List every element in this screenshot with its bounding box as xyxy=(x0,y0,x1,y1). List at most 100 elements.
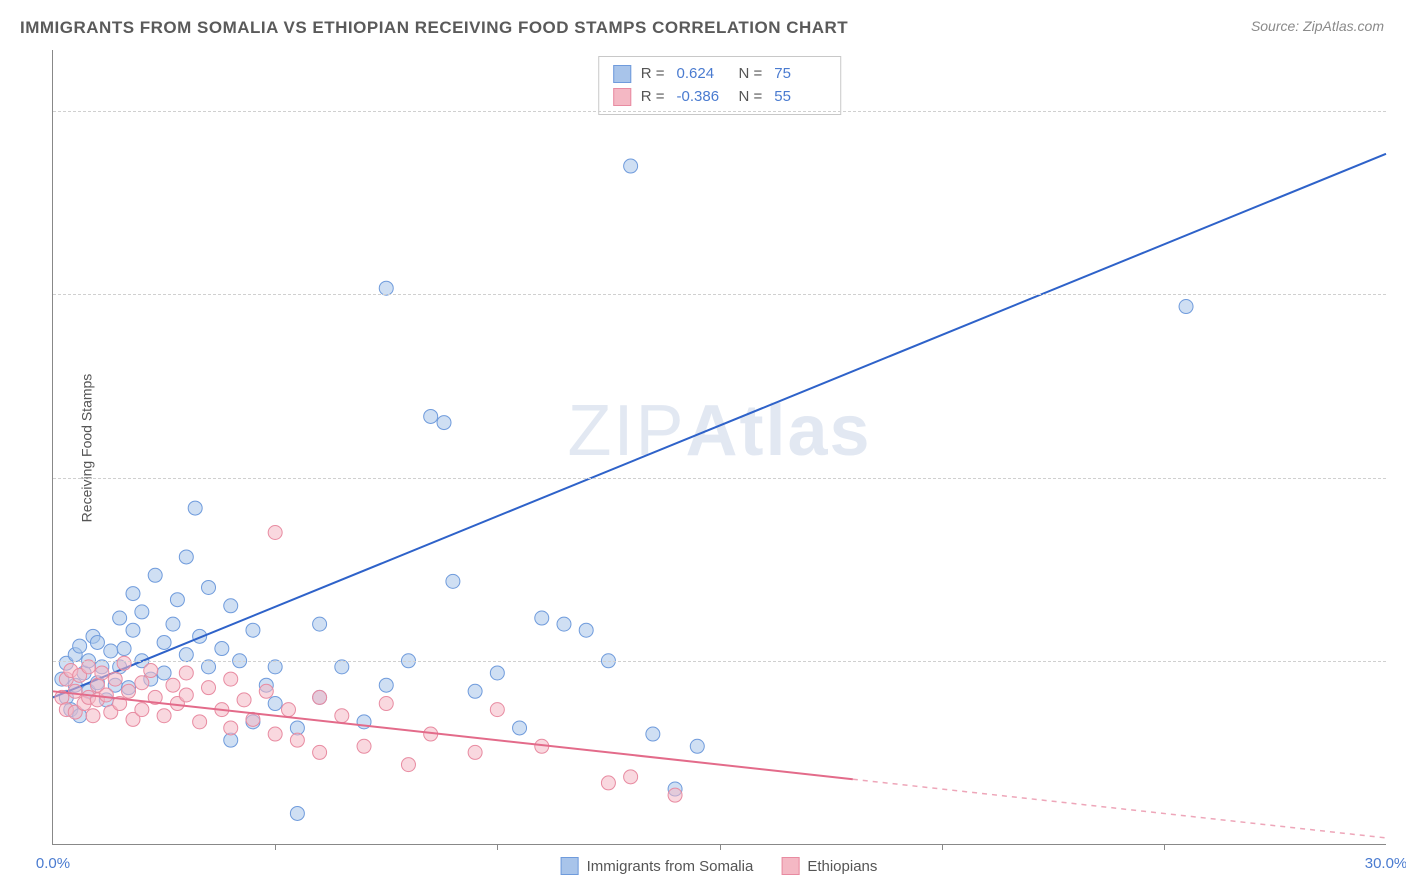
data-point xyxy=(313,745,327,759)
data-point xyxy=(135,703,149,717)
data-point xyxy=(179,688,193,702)
stats-legend-box: R = 0.624 N = 75 R = -0.386 N = 55 xyxy=(598,56,842,115)
data-point xyxy=(179,550,193,564)
data-point xyxy=(268,660,282,674)
data-point xyxy=(68,684,82,698)
source-attribution: Source: ZipAtlas.com xyxy=(1251,18,1384,34)
data-point xyxy=(237,693,251,707)
data-point xyxy=(313,690,327,704)
y-tick-label: 15.0% xyxy=(1396,652,1406,669)
trend-line xyxy=(53,691,853,779)
data-point xyxy=(202,580,216,594)
x-minor-tick xyxy=(497,844,498,850)
data-point xyxy=(535,611,549,625)
data-point xyxy=(446,574,460,588)
plot-outer: Receiving Food Stamps ZIPAtlas R = 0.624… xyxy=(52,50,1386,845)
data-point xyxy=(157,635,171,649)
stat-n-value-2: 55 xyxy=(774,86,826,109)
y-tick-label: 30.0% xyxy=(1396,469,1406,486)
data-point xyxy=(1179,300,1193,314)
x-minor-tick xyxy=(720,844,721,850)
bottom-legend: Immigrants from Somalia Ethiopians xyxy=(561,857,878,875)
data-point xyxy=(490,666,504,680)
data-point xyxy=(259,684,273,698)
plot-svg xyxy=(53,50,1386,844)
x-minor-tick xyxy=(942,844,943,850)
data-point xyxy=(401,758,415,772)
data-point xyxy=(86,709,100,723)
data-point xyxy=(90,635,104,649)
data-point xyxy=(468,745,482,759)
data-point xyxy=(357,739,371,753)
gridline xyxy=(53,661,1386,662)
source-prefix: Source: xyxy=(1251,18,1303,34)
data-point xyxy=(166,678,180,692)
data-point xyxy=(224,721,238,735)
swatch-series-2 xyxy=(613,88,631,106)
data-point xyxy=(122,684,136,698)
x-tick-label: 0.0% xyxy=(36,855,70,872)
data-point xyxy=(157,666,171,680)
data-point xyxy=(690,739,704,753)
data-point xyxy=(379,697,393,711)
data-point xyxy=(624,159,638,173)
data-point xyxy=(268,727,282,741)
stat-r-label-1: R = xyxy=(641,63,665,86)
chart-container: IMMIGRANTS FROM SOMALIA VS ETHIOPIAN REC… xyxy=(0,0,1406,892)
data-point xyxy=(193,715,207,729)
data-point xyxy=(179,648,193,662)
data-point xyxy=(601,776,615,790)
data-point xyxy=(117,656,131,670)
stats-row-series-1: R = 0.624 N = 75 xyxy=(613,63,827,86)
data-point xyxy=(290,806,304,820)
x-minor-tick xyxy=(1164,844,1165,850)
gridline xyxy=(53,111,1386,112)
data-point xyxy=(437,416,451,430)
legend-swatch-series-1 xyxy=(561,857,579,875)
data-point xyxy=(490,703,504,717)
stat-n-label-1: N = xyxy=(739,63,763,86)
data-point xyxy=(215,642,229,656)
data-point xyxy=(170,593,184,607)
y-tick-label: 45.0% xyxy=(1396,286,1406,303)
data-point xyxy=(468,684,482,698)
swatch-series-1 xyxy=(613,65,631,83)
data-point xyxy=(157,709,171,723)
data-point xyxy=(224,672,238,686)
data-point xyxy=(268,526,282,540)
data-point xyxy=(117,642,131,656)
data-point xyxy=(73,639,87,653)
data-point xyxy=(104,644,118,658)
data-point xyxy=(113,611,127,625)
data-point xyxy=(281,703,295,717)
plot-area: ZIPAtlas R = 0.624 N = 75 R = -0.386 N =… xyxy=(52,50,1386,845)
data-point xyxy=(379,281,393,295)
data-point xyxy=(646,727,660,741)
data-point xyxy=(166,617,180,631)
data-point xyxy=(179,666,193,680)
data-point xyxy=(335,709,349,723)
x-minor-tick xyxy=(275,844,276,850)
stat-r-value-2: -0.386 xyxy=(677,86,729,109)
data-point xyxy=(579,623,593,637)
data-point xyxy=(513,721,527,735)
data-point xyxy=(148,568,162,582)
data-point xyxy=(246,623,260,637)
data-point xyxy=(202,660,216,674)
chart-title: IMMIGRANTS FROM SOMALIA VS ETHIOPIAN REC… xyxy=(20,18,848,38)
x-tick-label: 30.0% xyxy=(1365,855,1406,872)
data-point xyxy=(135,676,149,690)
data-point xyxy=(108,672,122,686)
data-point xyxy=(290,733,304,747)
stats-row-series-2: R = -0.386 N = 55 xyxy=(613,86,827,109)
trend-line xyxy=(53,154,1386,698)
legend-swatch-series-2 xyxy=(781,857,799,875)
y-tick-label: 60.0% xyxy=(1396,103,1406,120)
legend-item-series-2: Ethiopians xyxy=(781,857,877,875)
data-point xyxy=(424,409,438,423)
stat-r-label-2: R = xyxy=(641,86,665,109)
data-point xyxy=(557,617,571,631)
legend-item-series-1: Immigrants from Somalia xyxy=(561,857,754,875)
data-point xyxy=(202,681,216,695)
data-point xyxy=(624,770,638,784)
